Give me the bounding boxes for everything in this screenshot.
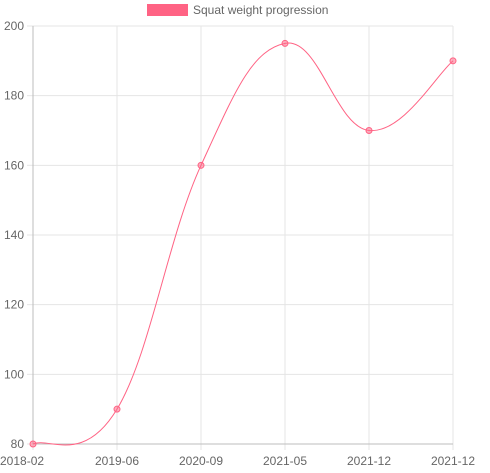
y-tick-label: 160 <box>4 158 24 172</box>
data-point[interactable] <box>197 161 205 169</box>
y-tick-label: 120 <box>4 298 24 312</box>
x-tick-label: 2021-12 <box>347 454 391 468</box>
axes <box>32 26 453 445</box>
data-point[interactable] <box>281 39 289 47</box>
data-point[interactable] <box>29 440 37 448</box>
x-tick-label: 2018-02 <box>0 454 44 468</box>
y-tick-label: 100 <box>4 367 24 381</box>
series <box>29 39 457 448</box>
y-tick-label: 200 <box>4 19 24 33</box>
legend-label: Squat weight progression <box>193 3 328 17</box>
x-tick-label: 2020-09 <box>179 454 223 468</box>
x-tick-label: 2019-06 <box>95 454 139 468</box>
series-line <box>32 42 454 446</box>
legend[interactable]: Squat weight progression <box>147 3 328 17</box>
y-tick-label: 180 <box>4 89 24 103</box>
legend-swatch <box>147 4 188 16</box>
gridlines <box>27 25 454 450</box>
tick-labels: 80 100 120 140 160 180 200 2018-02 2019-06 2020-0… <box>0 19 475 468</box>
x-tick-label: 2021-12 <box>431 454 475 468</box>
data-point[interactable] <box>365 127 373 134</box>
data-point[interactable] <box>113 405 121 413</box>
y-tick-label: 80 <box>11 437 25 451</box>
y-tick-label: 140 <box>4 228 24 242</box>
data-point[interactable] <box>449 57 457 65</box>
x-tick-label: 2021-05 <box>263 454 307 468</box>
